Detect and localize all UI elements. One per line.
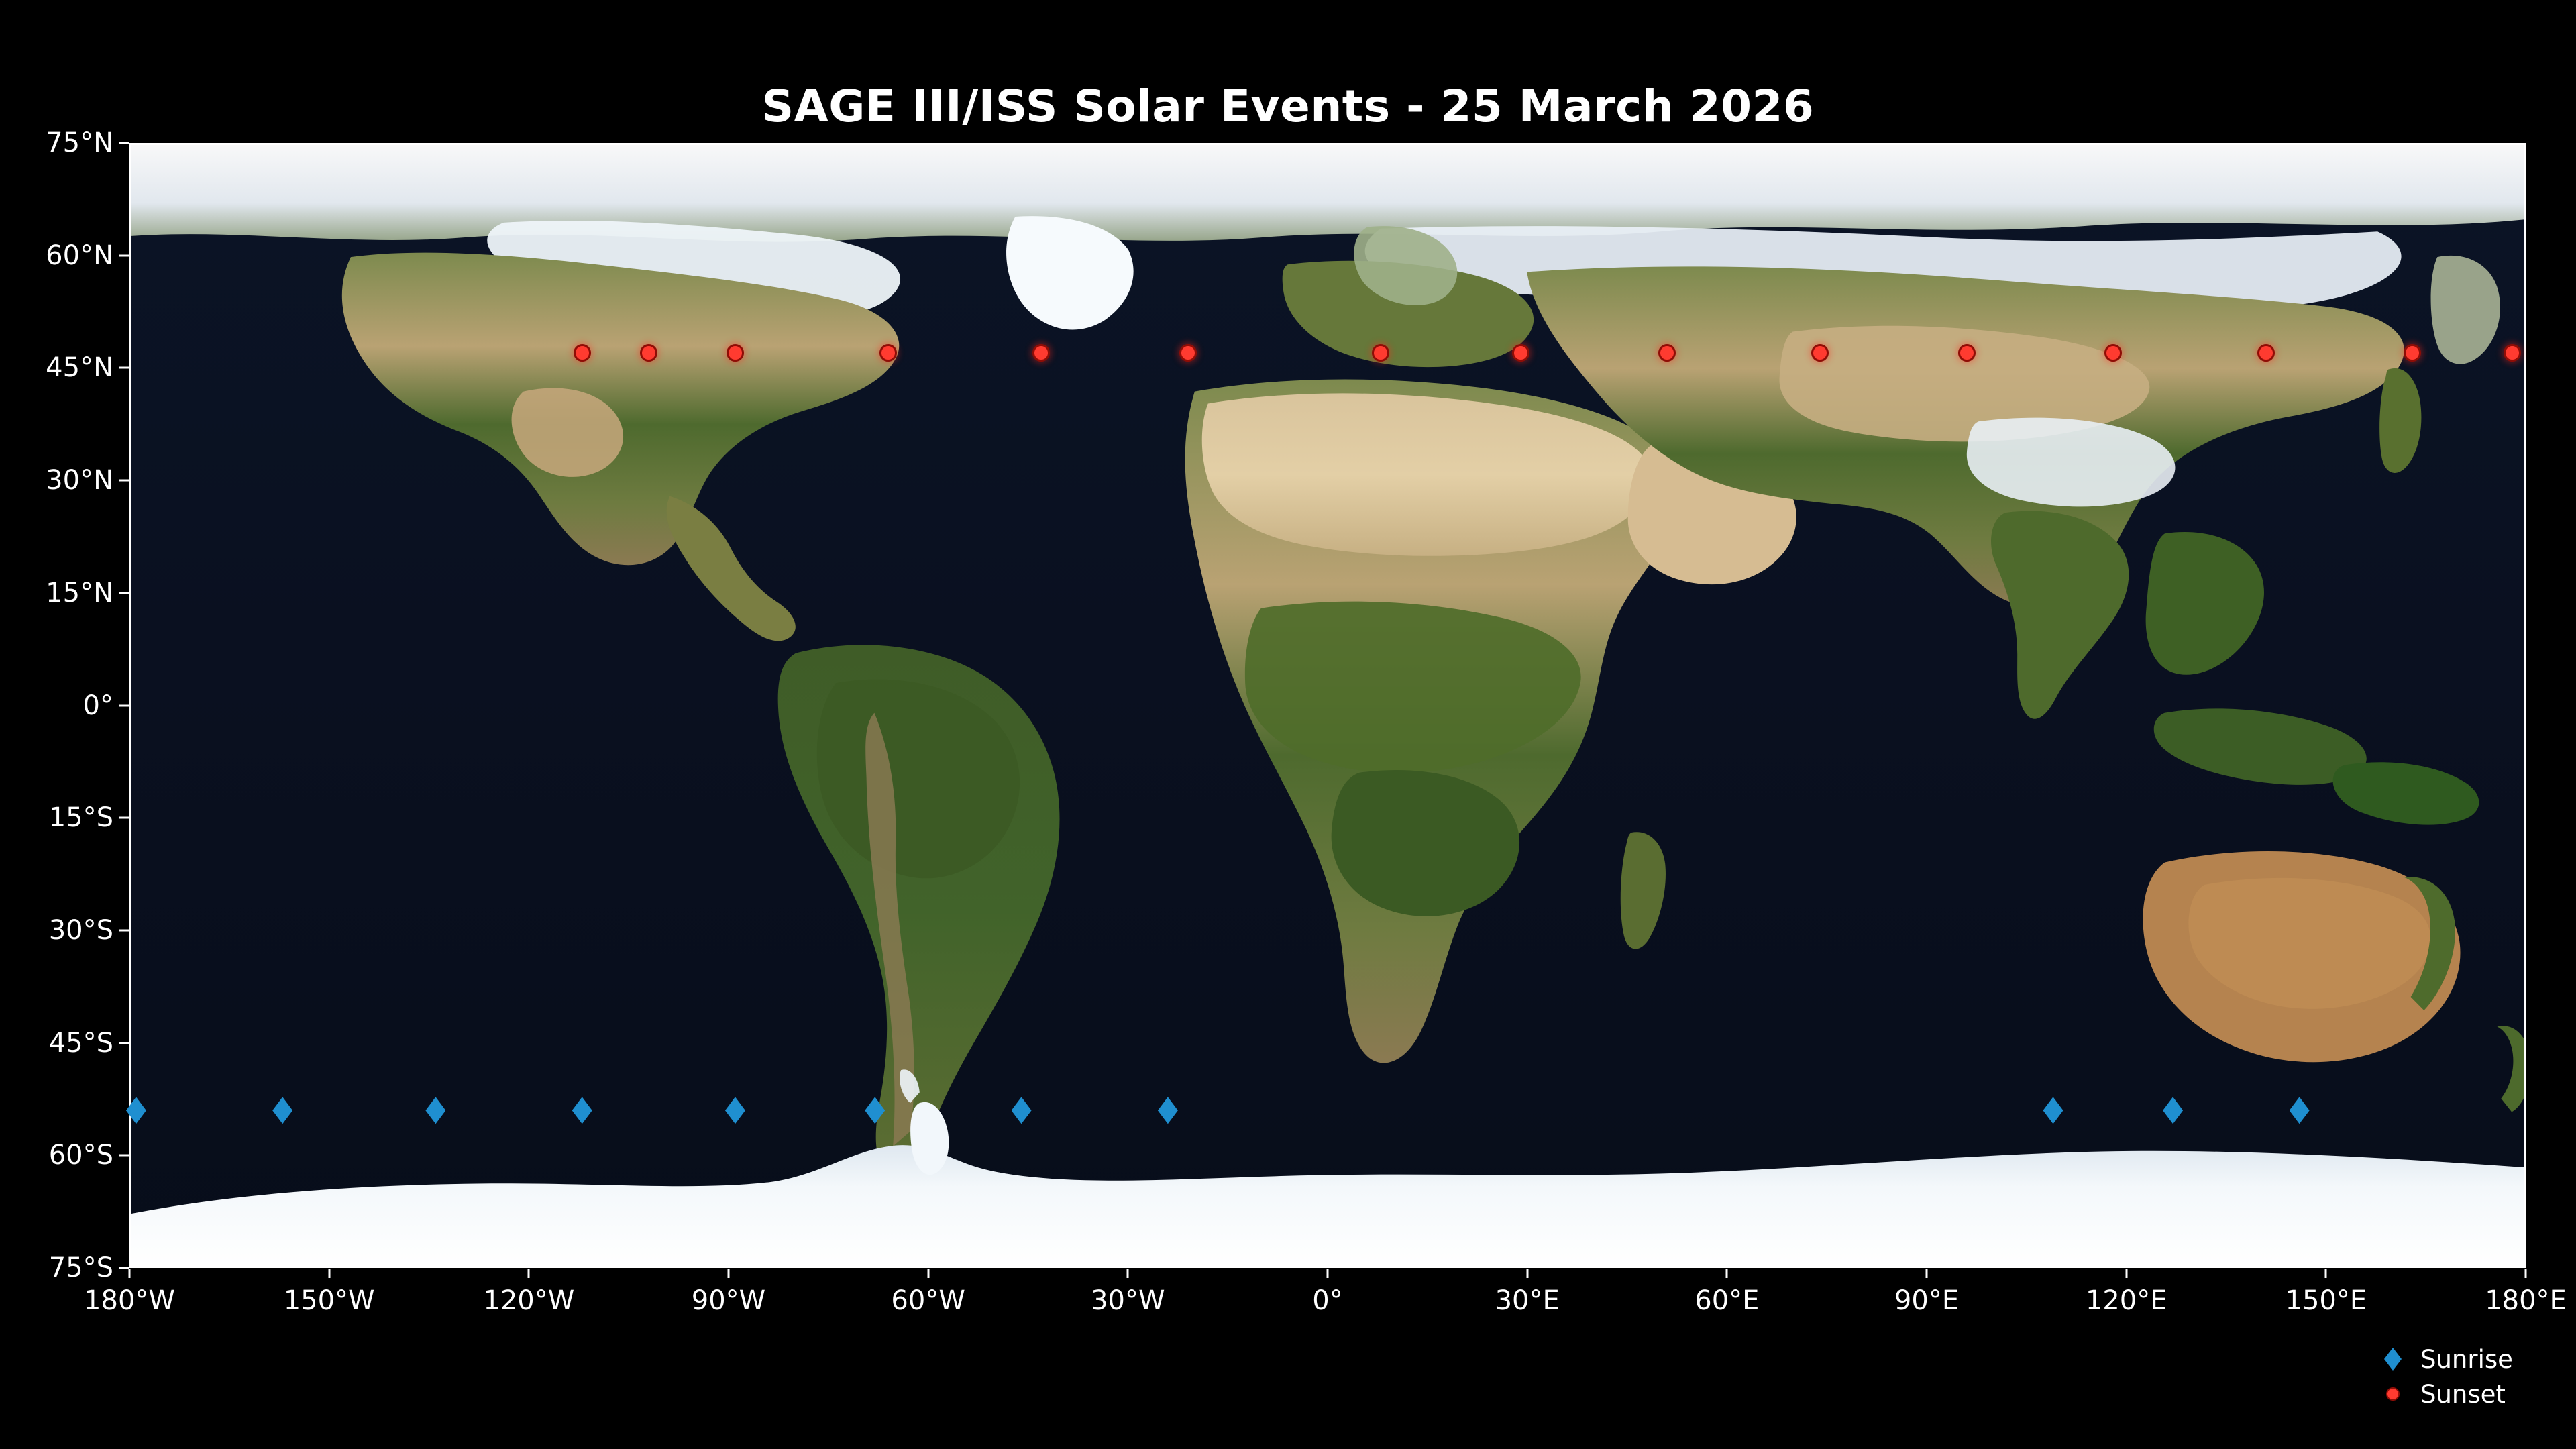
x-tick-label: 150°W <box>283 1285 375 1316</box>
x-tick-mark <box>2524 1269 2527 1278</box>
x-tick-label: 0° <box>1312 1285 1343 1316</box>
y-tick-mark <box>119 1154 129 1157</box>
y-tick-mark <box>119 1267 129 1269</box>
y-tick-label: 75°N <box>46 127 113 158</box>
x-tick-label: 30°W <box>1091 1285 1165 1316</box>
y-tick-mark <box>119 479 129 482</box>
x-tick-label: 90°W <box>691 1285 766 1316</box>
y-tick-label: 60°S <box>48 1140 113 1171</box>
y-tick-label: 15°S <box>48 802 113 834</box>
x-tick-label: 120°E <box>2085 1285 2167 1316</box>
y-tick-label: 30°N <box>46 465 113 496</box>
x-tick-label: 180°W <box>84 1285 175 1316</box>
sunset-circle-icon <box>2375 1387 2411 1401</box>
x-tick-label: 30°E <box>1495 1285 1560 1316</box>
y-tick-mark <box>119 366 129 369</box>
y-tick-mark <box>119 254 129 257</box>
x-tick-mark <box>927 1269 930 1278</box>
x-tick-mark <box>1526 1269 1529 1278</box>
x-tick-mark <box>1126 1269 1129 1278</box>
x-tick-mark <box>2324 1269 2327 1278</box>
y-tick-mark <box>119 142 129 144</box>
sunrise-diamond-icon <box>2375 1348 2411 1371</box>
x-tick-label: 120°W <box>483 1285 575 1316</box>
x-tick-mark <box>328 1269 331 1278</box>
y-tick-label: 30°S <box>48 914 113 946</box>
page-title: SAGE III/ISS Solar Events - 25 March 202… <box>761 80 1815 132</box>
y-tick-label: 60°N <box>46 239 113 271</box>
y-tick-label: 15°N <box>46 577 113 608</box>
x-tick-mark <box>527 1269 530 1278</box>
y-tick-label: 45°S <box>48 1027 113 1059</box>
x-tick-mark <box>2125 1269 2128 1278</box>
legend-item-sunset[interactable]: Sunset <box>2375 1377 2513 1411</box>
y-tick-label: 0° <box>83 690 113 721</box>
x-tick-label: 60°W <box>891 1285 965 1316</box>
y-tick-mark <box>119 816 129 819</box>
x-tick-mark <box>1326 1269 1329 1278</box>
y-tick-mark <box>119 1042 129 1044</box>
x-tick-label: 150°E <box>2285 1285 2367 1316</box>
legend[interactable]: Sunrise Sunset <box>2375 1342 2513 1411</box>
x-tick-mark <box>128 1269 131 1278</box>
x-tick-label: 60°E <box>1695 1285 1760 1316</box>
x-tick-mark <box>1925 1269 1928 1278</box>
x-tick-mark <box>1725 1269 1728 1278</box>
x-tick-mark <box>727 1269 730 1278</box>
x-tick-label: 90°E <box>1894 1285 1960 1316</box>
legend-item-sunrise[interactable]: Sunrise <box>2375 1342 2513 1377</box>
world-map-svg <box>131 145 2524 1266</box>
y-tick-label: 75°S <box>48 1252 113 1283</box>
x-tick-label: 180°E <box>2485 1285 2567 1316</box>
y-tick-mark <box>119 929 129 932</box>
y-tick-label: 45°N <box>46 352 113 384</box>
map-plot-area[interactable] <box>129 143 2526 1268</box>
legend-label-sunrise: Sunrise <box>2420 1344 2513 1374</box>
legend-label-sunset: Sunset <box>2420 1379 2506 1409</box>
map-imagery <box>131 145 2524 1266</box>
y-tick-mark <box>119 704 129 706</box>
y-tick-mark <box>119 592 129 594</box>
